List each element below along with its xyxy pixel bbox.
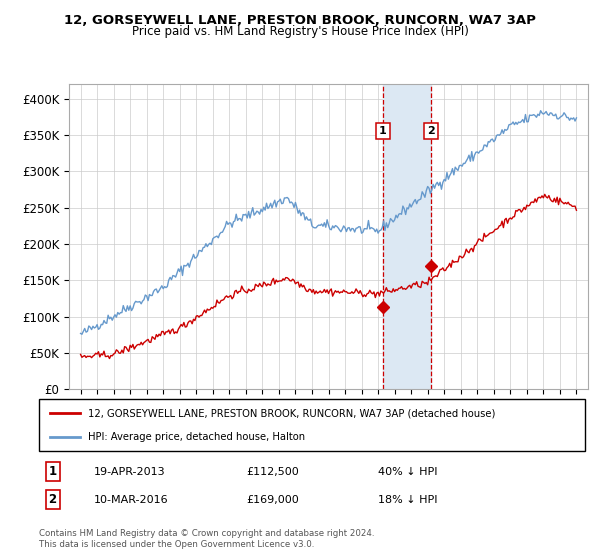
FancyBboxPatch shape [39,399,585,451]
Text: £169,000: £169,000 [247,495,299,505]
Text: Price paid vs. HM Land Registry's House Price Index (HPI): Price paid vs. HM Land Registry's House … [131,25,469,38]
Text: 12, GORSEYWELL LANE, PRESTON BROOK, RUNCORN, WA7 3AP: 12, GORSEYWELL LANE, PRESTON BROOK, RUNC… [64,14,536,27]
Text: 40% ↓ HPI: 40% ↓ HPI [377,467,437,477]
Text: 10-MAR-2016: 10-MAR-2016 [94,495,168,505]
Text: 1: 1 [379,126,387,136]
Text: Contains HM Land Registry data © Crown copyright and database right 2024.
This d: Contains HM Land Registry data © Crown c… [39,529,374,549]
Text: 1: 1 [49,465,57,478]
Text: 2: 2 [49,493,57,506]
Text: 12, GORSEYWELL LANE, PRESTON BROOK, RUNCORN, WA7 3AP (detached house): 12, GORSEYWELL LANE, PRESTON BROOK, RUNC… [88,408,496,418]
Bar [383,84,431,389]
Text: 2: 2 [427,126,435,136]
Text: 18% ↓ HPI: 18% ↓ HPI [377,495,437,505]
Text: £112,500: £112,500 [247,467,299,477]
Text: HPI: Average price, detached house, Halton: HPI: Average price, detached house, Halt… [88,432,305,442]
Text: 19-APR-2013: 19-APR-2013 [94,467,165,477]
